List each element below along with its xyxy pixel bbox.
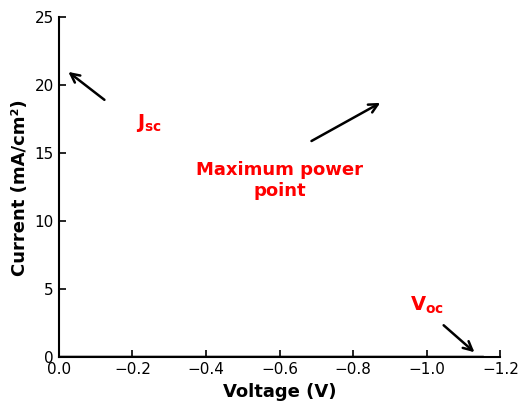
Text: $\mathbf{J_{sc}}$: $\mathbf{J_{sc}}$ (136, 112, 162, 134)
Text: $\mathbf{V_{oc}}$: $\mathbf{V_{oc}}$ (410, 295, 444, 316)
Text: Maximum power
point: Maximum power point (196, 161, 363, 200)
Y-axis label: Current (mA/cm²): Current (mA/cm²) (11, 99, 29, 276)
X-axis label: Voltage (V): Voltage (V) (223, 383, 337, 401)
